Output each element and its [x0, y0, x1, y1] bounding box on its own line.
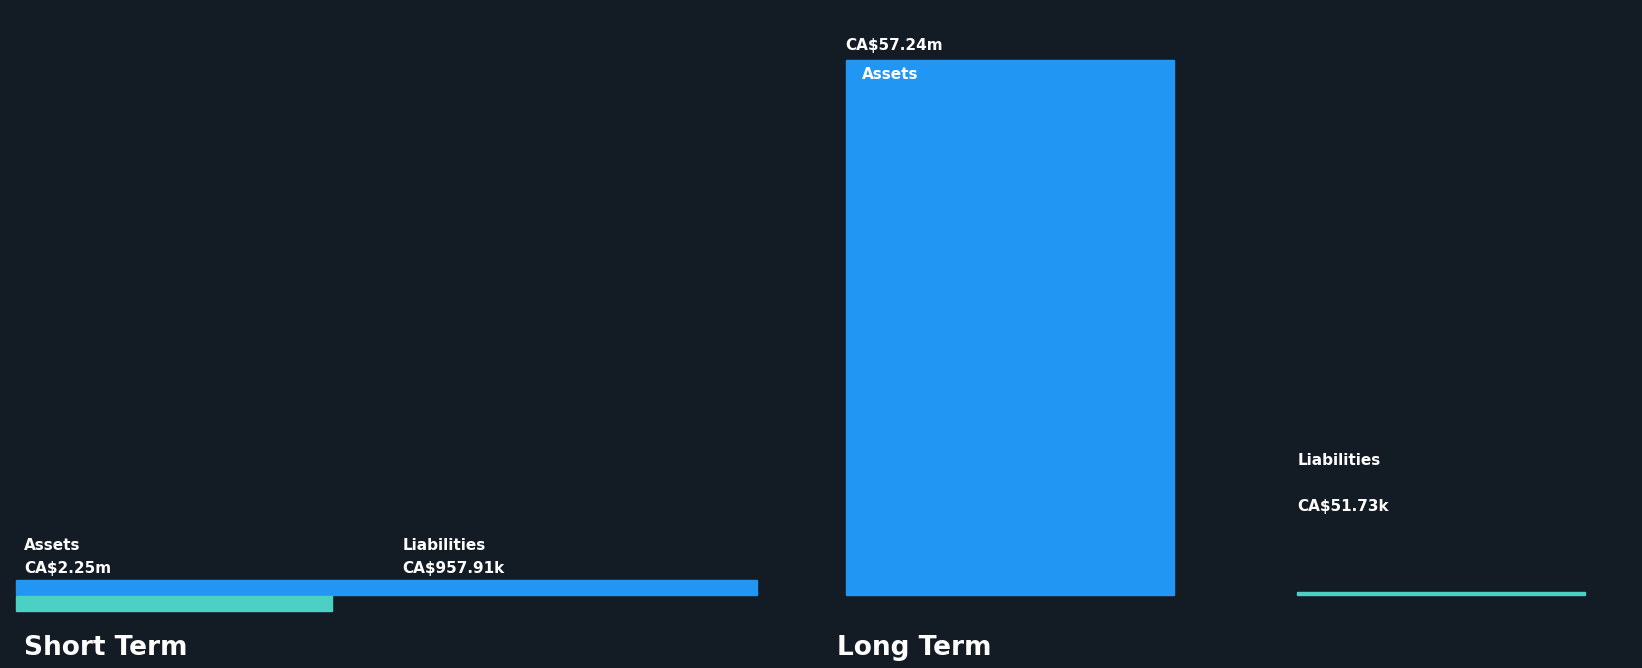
Text: Liabilities: Liabilities	[402, 538, 486, 553]
Text: CA$2.25m: CA$2.25m	[25, 562, 112, 576]
Text: CA$57.24m: CA$57.24m	[846, 39, 943, 53]
Bar	[1297, 592, 1585, 595]
Text: Short Term: Short Term	[25, 635, 187, 661]
Text: CA$957.91k: CA$957.91k	[402, 562, 504, 576]
Bar	[846, 60, 1174, 595]
Text: Assets: Assets	[862, 67, 918, 81]
Text: Long Term: Long Term	[837, 635, 992, 661]
Text: Assets: Assets	[25, 538, 80, 553]
Bar	[16, 580, 757, 595]
Bar	[16, 596, 332, 611]
Text: Liabilities: Liabilities	[1297, 453, 1381, 468]
Text: CA$51.73k: CA$51.73k	[1297, 500, 1389, 514]
